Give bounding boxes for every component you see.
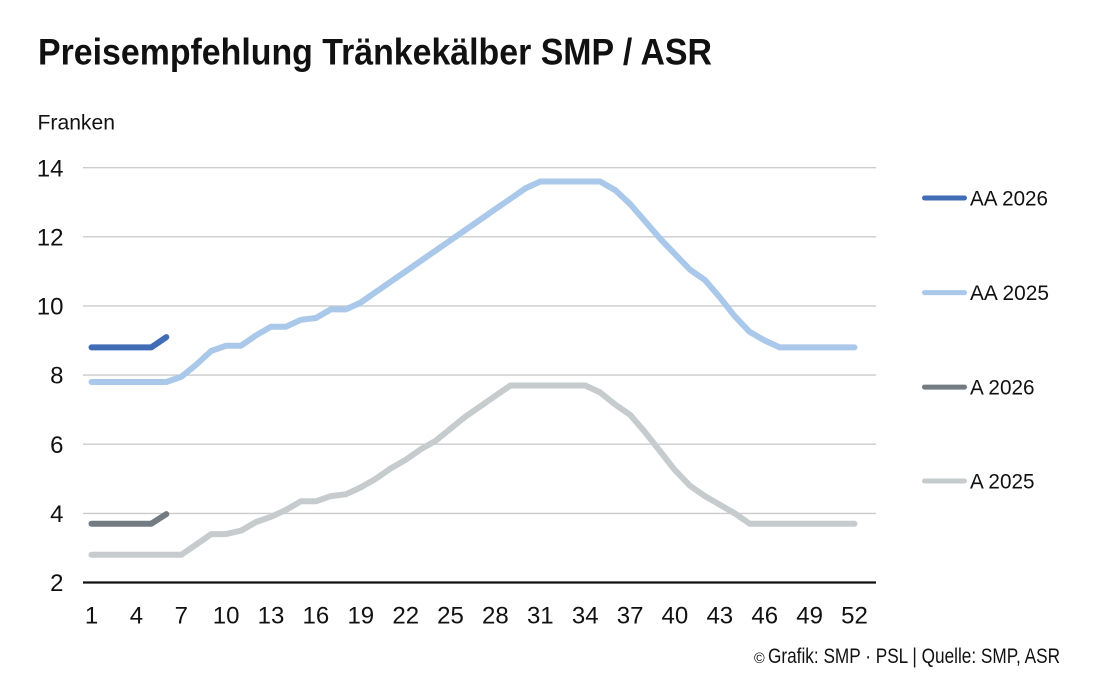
svg-text:34: 34 [572,602,599,629]
svg-text:14: 14 [37,155,64,182]
svg-text:1: 1 [85,602,98,629]
svg-text:AA 2025: AA 2025 [970,282,1049,305]
svg-text:10: 10 [213,602,240,629]
svg-text:22: 22 [392,602,419,629]
svg-text:10: 10 [37,294,64,321]
svg-text:13: 13 [258,602,285,629]
svg-text:Franken: Franken [38,111,116,135]
svg-text:A 2026: A 2026 [970,377,1035,400]
svg-text:©: © [754,651,765,667]
svg-text:4: 4 [50,501,63,528]
svg-text:16: 16 [303,602,330,629]
svg-text:40: 40 [662,602,689,629]
svg-text:A 2025: A 2025 [970,470,1035,493]
svg-text:37: 37 [617,602,644,629]
svg-text:28: 28 [482,602,509,629]
svg-text:31: 31 [527,602,554,629]
svg-text:52: 52 [841,602,868,629]
svg-text:46: 46 [751,602,778,629]
svg-text:6: 6 [50,432,63,459]
svg-text:43: 43 [706,602,733,629]
svg-text:2: 2 [50,570,63,597]
svg-text:7: 7 [175,602,188,629]
svg-text:19: 19 [347,602,374,629]
svg-text:49: 49 [796,602,823,629]
svg-text:4: 4 [130,602,143,629]
svg-text:Grafik: SMP · PSL | Quelle: SM: Grafik: SMP · PSL | Quelle: SMP, ASR [768,645,1060,668]
svg-text:12: 12 [37,224,64,251]
svg-text:8: 8 [50,363,63,390]
svg-text:AA 2026: AA 2026 [970,187,1048,210]
svg-text:Preisempfehlung Tränkekälber S: Preisempfehlung Tränkekälber SMP / ASR [38,31,712,73]
svg-text:25: 25 [437,602,464,629]
